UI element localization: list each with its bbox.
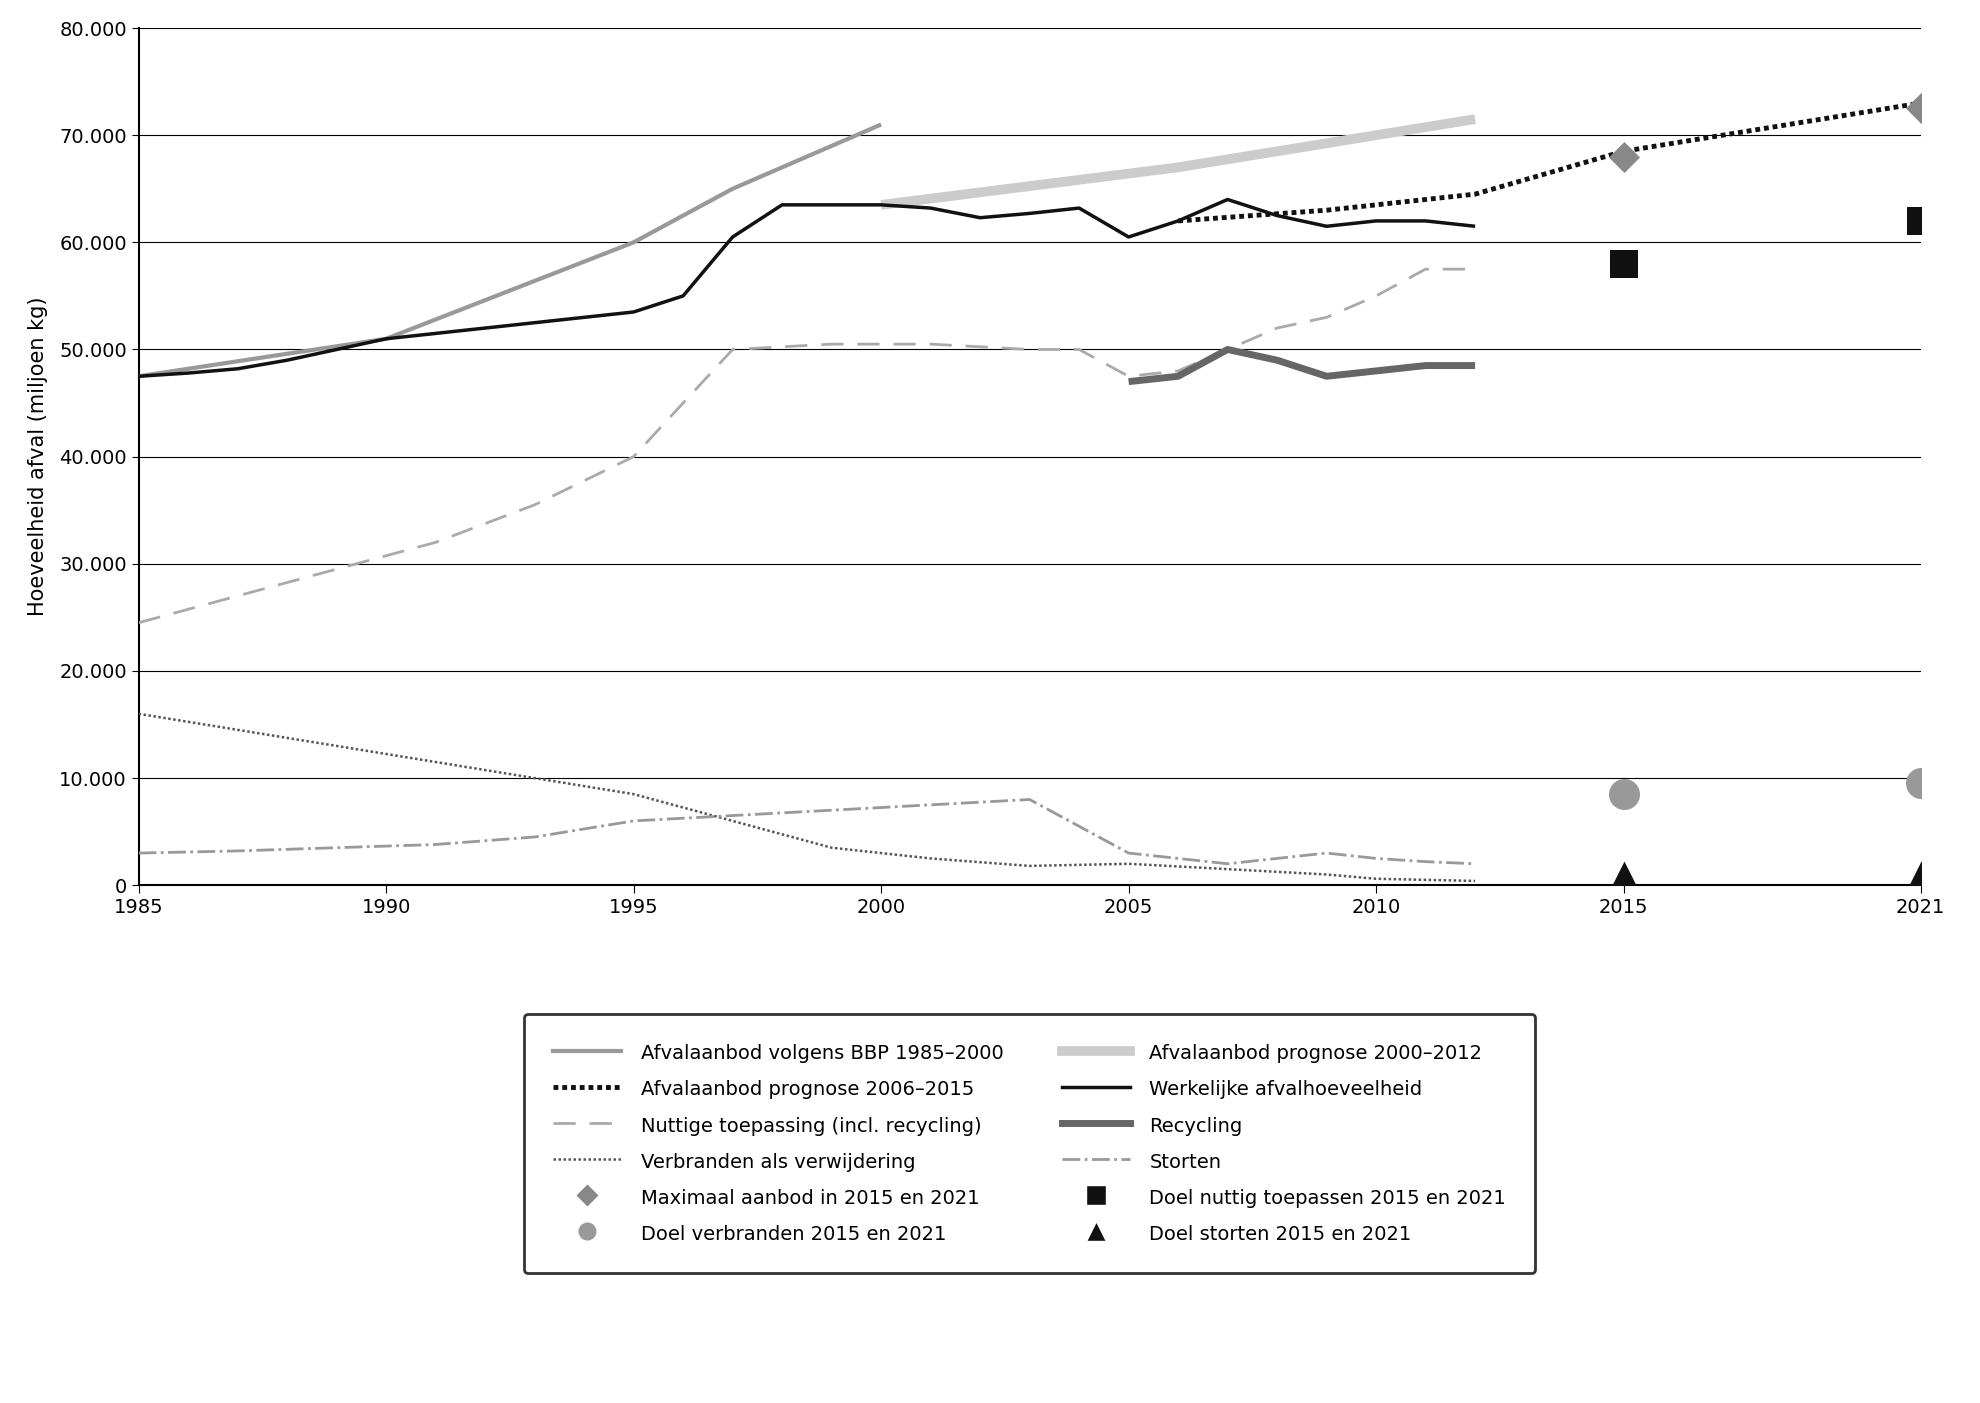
Point [1905,772,1936,794]
Point [1905,863,1936,885]
Point [1608,783,1639,805]
Point [1608,146,1639,168]
Point [1905,97,1936,119]
Point [1608,253,1639,275]
Point [1608,863,1639,885]
Y-axis label: Hoeveelheid afval (miljoen kg): Hoeveelheid afval (miljoen kg) [28,297,48,616]
Legend: Afvalaanbod volgens BBP 1985–2000, Afvalaanbod prognose 2006–2015, Nuttige toepa: Afvalaanbod volgens BBP 1985–2000, Afval… [525,1013,1534,1273]
Point [1905,209,1936,231]
